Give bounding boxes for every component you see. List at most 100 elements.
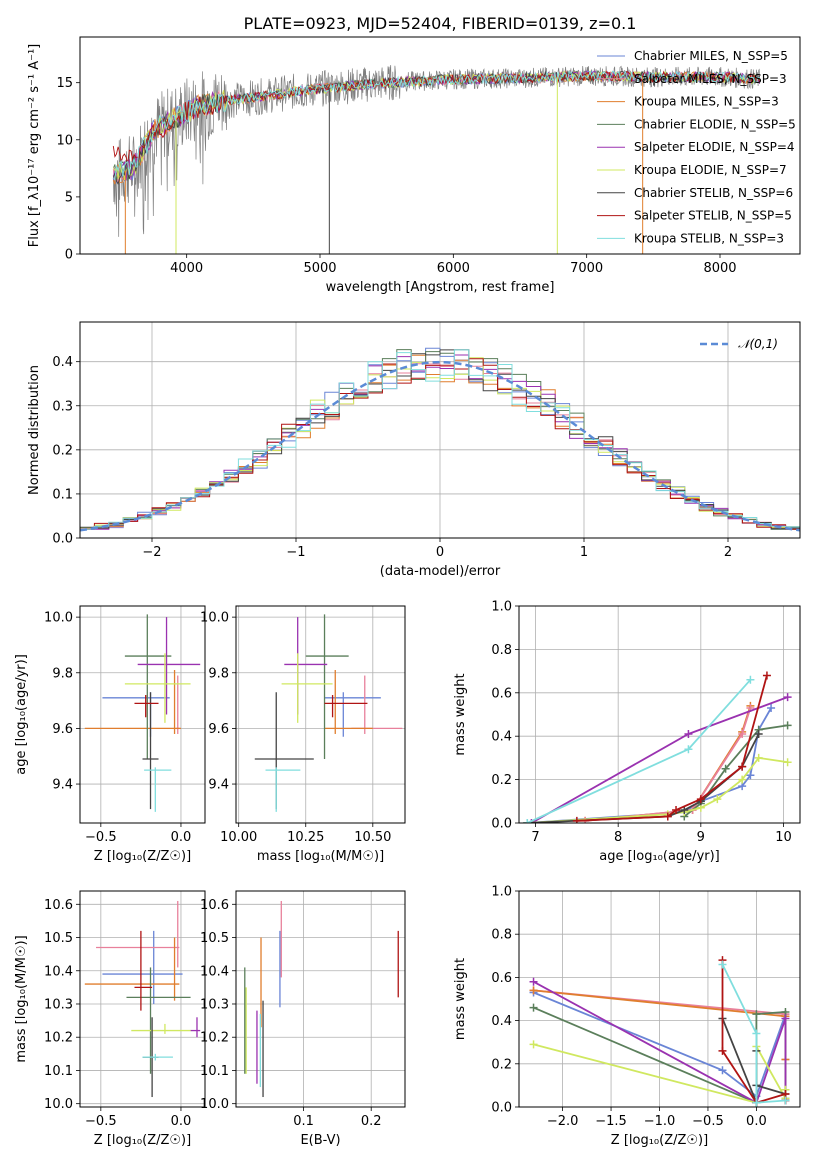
y-tick-label: 0.0 — [491, 1101, 512, 1116]
y-tick-label: 10.3 — [200, 997, 229, 1012]
y-tick-label: 9.8 — [208, 666, 229, 681]
mass-weight-point — [718, 1066, 727, 1075]
y-tick-label: 10.4 — [200, 964, 229, 979]
mass-weight-point — [718, 960, 727, 969]
plot-area — [523, 671, 792, 823]
y-tick-label: 0.6 — [491, 971, 512, 986]
x-tick-label: 1 — [580, 545, 588, 560]
legend-entry: Chabrier ELODIE, N_SSP=5 — [634, 117, 796, 131]
mass-weight-line — [585, 707, 752, 822]
mass-weight-point — [529, 1040, 538, 1049]
mass-weight-line — [721, 964, 786, 1104]
mass-weight-point — [781, 1014, 790, 1023]
panel-spectrum: Chabrier MILES, N_SSP=5 Salpeter MILES, N… — [27, 14, 801, 295]
mass-weight-point — [754, 730, 763, 739]
model-spectrum — [112, 70, 760, 181]
axis-frame — [235, 605, 406, 824]
y-tick-label: 0.4 — [491, 1014, 512, 1029]
x-tick-label: −0.5 — [85, 1114, 117, 1129]
y-tick-label: 10 — [56, 133, 73, 148]
y-tick-label: 10.0 — [200, 611, 229, 626]
chart-title: PLATE=0923, MJD=52404, FIBERID=0139, z=0… — [244, 14, 637, 33]
plot-area — [112, 65, 761, 254]
mass-weight-point — [529, 977, 538, 986]
x-tick-label: −1.0 — [644, 1114, 676, 1129]
x-tick-label: 7 — [531, 830, 539, 845]
y-tick-label: 9.8 — [52, 666, 73, 681]
y-tick-label: 9.4 — [52, 778, 73, 793]
mass-weight-line — [533, 980, 787, 1104]
x-axis-label: mass [log₁₀(M/M☉)] — [257, 849, 384, 864]
y-tick-label: 10.3 — [44, 997, 73, 1012]
y-tick-label: 0.2 — [491, 1057, 512, 1072]
y-tick-label: 10.5 — [44, 931, 73, 946]
plot-area — [254, 614, 403, 812]
mass-weight-point — [713, 795, 722, 804]
axis-frame — [235, 890, 406, 1108]
mass-weight-point — [762, 671, 771, 680]
mass-weight-point — [746, 771, 755, 780]
mass-weight-point — [783, 758, 792, 767]
residual-histogram — [80, 358, 800, 530]
mass-weight-point — [738, 762, 747, 771]
mass-weight-point — [684, 730, 693, 739]
y-tick-label: 10.4 — [44, 964, 73, 979]
x-tick-label: 0.0 — [171, 830, 192, 845]
y-axis-label: Normed distribution — [27, 365, 42, 495]
y-tick-label: 0.2 — [491, 773, 512, 788]
panel-age-vs-mass: 10.00 10.25 10.50 9.4 9.6 9.8 10.0 mass [log₁₀(… — [200, 605, 406, 864]
y-tick-label: 10.2 — [200, 1031, 229, 1046]
x-tick-label: 4000 — [170, 261, 203, 276]
y-tick-label: 0.0 — [52, 532, 73, 547]
legend-entry: Kroupa STELIB, N_SSP=3 — [634, 231, 784, 245]
y-tick-label: 0.8 — [491, 928, 512, 943]
x-tick-label: 0.1 — [293, 1114, 314, 1129]
y-tick-label: 9.6 — [52, 722, 73, 737]
y-tick-label: 0.1 — [52, 487, 73, 502]
mass-weight-line — [527, 733, 760, 823]
mass-weight-line — [585, 705, 752, 822]
x-tick-label: 7000 — [570, 261, 603, 276]
axis-frame — [79, 890, 206, 1108]
y-tick-label: 0 — [65, 248, 73, 263]
x-tick-label: 10.50 — [354, 830, 391, 845]
y-tick-label: 9.4 — [208, 778, 229, 793]
x-axis-label: Z [log₁₀(Z/Z☉)] — [94, 849, 191, 864]
legend-entry: Kroupa ELODIE, N_SSP=7 — [634, 163, 787, 177]
mass-weight-point — [752, 1010, 761, 1019]
panel-age-vs-Z: −0.5 0.0 9.4 9.6 9.8 10.0 Z [log₁₀(Z/Z☉)] age [… — [14, 605, 206, 864]
legend-entry: Salpeter MILES, N_SSP=3 — [634, 72, 787, 86]
y-axis-label: mass [log₁₀(M/M☉)] — [14, 935, 29, 1062]
mass-weight-point — [718, 1046, 727, 1055]
x-tick-label: 5000 — [303, 261, 336, 276]
x-tick-label: 6000 — [437, 261, 470, 276]
y-tick-label: 0.8 — [491, 643, 512, 658]
mass-weight-point — [783, 721, 792, 730]
x-tick-label: −1.5 — [595, 1114, 627, 1129]
x-tick-label: 0.0 — [746, 1114, 767, 1129]
panel-mass-vs-Z: −0.5 0.0 10.0 10.1 10.2 10.3 10.4 10.5 10.6 Z [lo… — [14, 890, 206, 1148]
x-tick-label: 8 — [614, 830, 622, 845]
plot-area — [80, 347, 800, 532]
y-axis-label: mass weight — [453, 958, 468, 1040]
plot-area — [84, 614, 201, 812]
mass-weight-point — [721, 764, 730, 773]
legend-entry: 𝒩(0,1) — [738, 337, 778, 351]
legend-entry: Salpeter ELODIE, N_SSP=4 — [634, 140, 795, 154]
mass-weight-point — [663, 812, 672, 821]
legend-entry: Chabrier MILES, N_SSP=5 — [634, 49, 788, 63]
plot-area — [84, 900, 201, 1098]
y-tick-label: 10.0 — [44, 611, 73, 626]
mass-weight-point — [529, 1003, 538, 1012]
y-tick-label: 1.0 — [491, 885, 512, 900]
residual-histogram — [80, 349, 800, 530]
y-tick-label: 15 — [56, 76, 73, 91]
x-tick-label: 10 — [775, 830, 792, 845]
y-axis-label: age [log₁₀(age/yr)] — [14, 654, 29, 775]
x-tick-label: −2.0 — [547, 1114, 579, 1129]
x-tick-label: 10.25 — [287, 830, 324, 845]
y-tick-label: 9.6 — [208, 722, 229, 737]
y-tick-label: 0.6 — [491, 686, 512, 701]
x-axis-label: (data-model)/error — [380, 564, 501, 579]
